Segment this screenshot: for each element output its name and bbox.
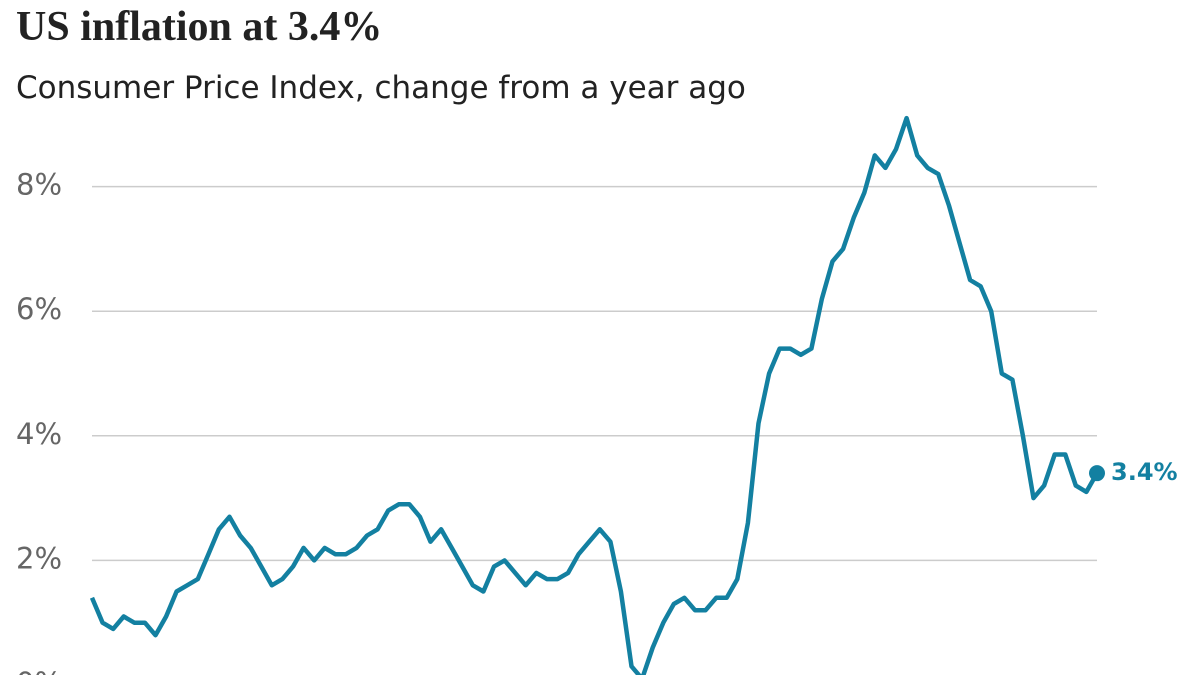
- value-label: 3.4%: [1111, 458, 1178, 486]
- y-tick-label: 0%: [16, 666, 62, 675]
- chart-subtitle: Consumer Price Index, change from a year…: [16, 70, 746, 106]
- line: [89, 115, 1099, 675]
- y-tick-label: 4%: [16, 417, 62, 451]
- y-tick-label: 8%: [16, 168, 62, 202]
- y-tick-label: 2%: [16, 541, 62, 575]
- chart-title: US inflation at 3.4%: [16, 4, 382, 50]
- y-tick-label: 6%: [16, 292, 62, 326]
- end-point: [1089, 465, 1105, 482]
